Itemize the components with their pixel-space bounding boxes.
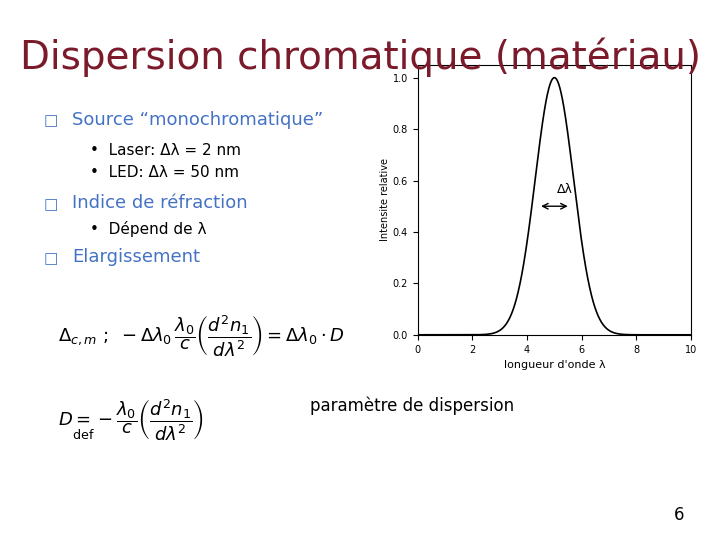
Text: □: □: [43, 251, 58, 266]
Text: paramètre de dispersion: paramètre de dispersion: [310, 397, 514, 415]
Text: Elargissement: Elargissement: [72, 248, 200, 266]
Text: •  Dépend de λ: • Dépend de λ: [90, 221, 207, 238]
Text: Source “monochromatique”: Source “monochromatique”: [72, 111, 323, 129]
X-axis label: longueur d'onde λ: longueur d'onde λ: [503, 360, 606, 370]
Text: •  LED: Δλ = 50 nm: • LED: Δλ = 50 nm: [90, 165, 239, 180]
Text: 6: 6: [673, 506, 684, 524]
Text: $\Delta_{c,m}\ ;\ -\Delta\lambda_0\,\dfrac{\lambda_0}{c}\left(\dfrac{d^2 n_1}{d\: $\Delta_{c,m}\ ;\ -\Delta\lambda_0\,\dfr…: [58, 313, 344, 358]
Y-axis label: Intensite relative: Intensite relative: [379, 158, 390, 241]
Text: □: □: [43, 113, 58, 129]
Text: Dispersion chromatique (matériau): Dispersion chromatique (matériau): [19, 38, 701, 77]
Text: Indice de réfraction: Indice de réfraction: [72, 194, 248, 212]
Text: □: □: [43, 197, 58, 212]
Text: Δλ: Δλ: [557, 183, 573, 196]
Text: •  Laser: Δλ = 2 nm: • Laser: Δλ = 2 nm: [90, 143, 241, 158]
Text: $D \underset{\mathrm{def}}{=} -\dfrac{\lambda_0}{c}\left(\dfrac{d^2 n_1}{d\lambd: $D \underset{\mathrm{def}}{=} -\dfrac{\l…: [58, 397, 204, 442]
